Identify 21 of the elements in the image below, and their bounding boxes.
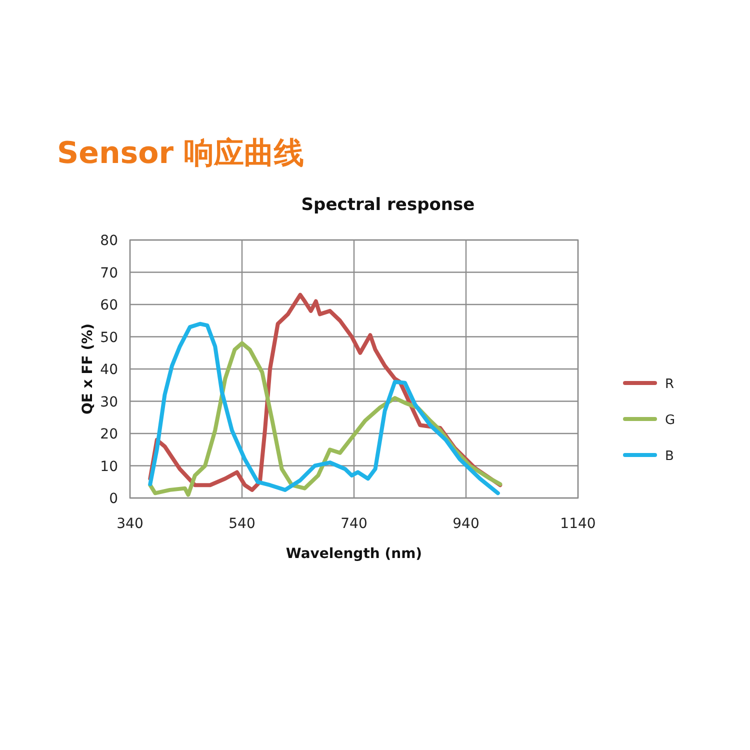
y-tick-label: 0 bbox=[109, 491, 118, 507]
legend-label: B bbox=[665, 449, 674, 464]
y-tick-label: 20 bbox=[100, 426, 118, 442]
x-tick-label: 540 bbox=[228, 516, 256, 532]
x-tick-label: 740 bbox=[340, 516, 368, 532]
legend-label: R bbox=[665, 377, 674, 392]
y-tick-label: 30 bbox=[100, 394, 118, 410]
chart-title: Sensor 响应曲线 bbox=[57, 136, 304, 171]
legend-label: G bbox=[665, 413, 676, 428]
x-tick-label: 340 bbox=[116, 516, 144, 532]
y-tick-label: 10 bbox=[100, 458, 118, 475]
x-axis-title: Wavelength (nm) bbox=[286, 546, 422, 562]
y-tick-label: 50 bbox=[100, 330, 118, 346]
y-tick-label: 70 bbox=[100, 265, 118, 282]
y-axis-title: QE x FF (%) bbox=[80, 323, 96, 415]
x-tick-label: 940 bbox=[452, 516, 480, 532]
y-tick-label: 60 bbox=[100, 298, 118, 314]
chart-subtitle: Spectral response bbox=[301, 195, 475, 215]
y-tick-label: 80 bbox=[100, 233, 118, 249]
x-tick-label: 1140 bbox=[560, 516, 596, 532]
y-tick-label: 40 bbox=[100, 362, 118, 378]
